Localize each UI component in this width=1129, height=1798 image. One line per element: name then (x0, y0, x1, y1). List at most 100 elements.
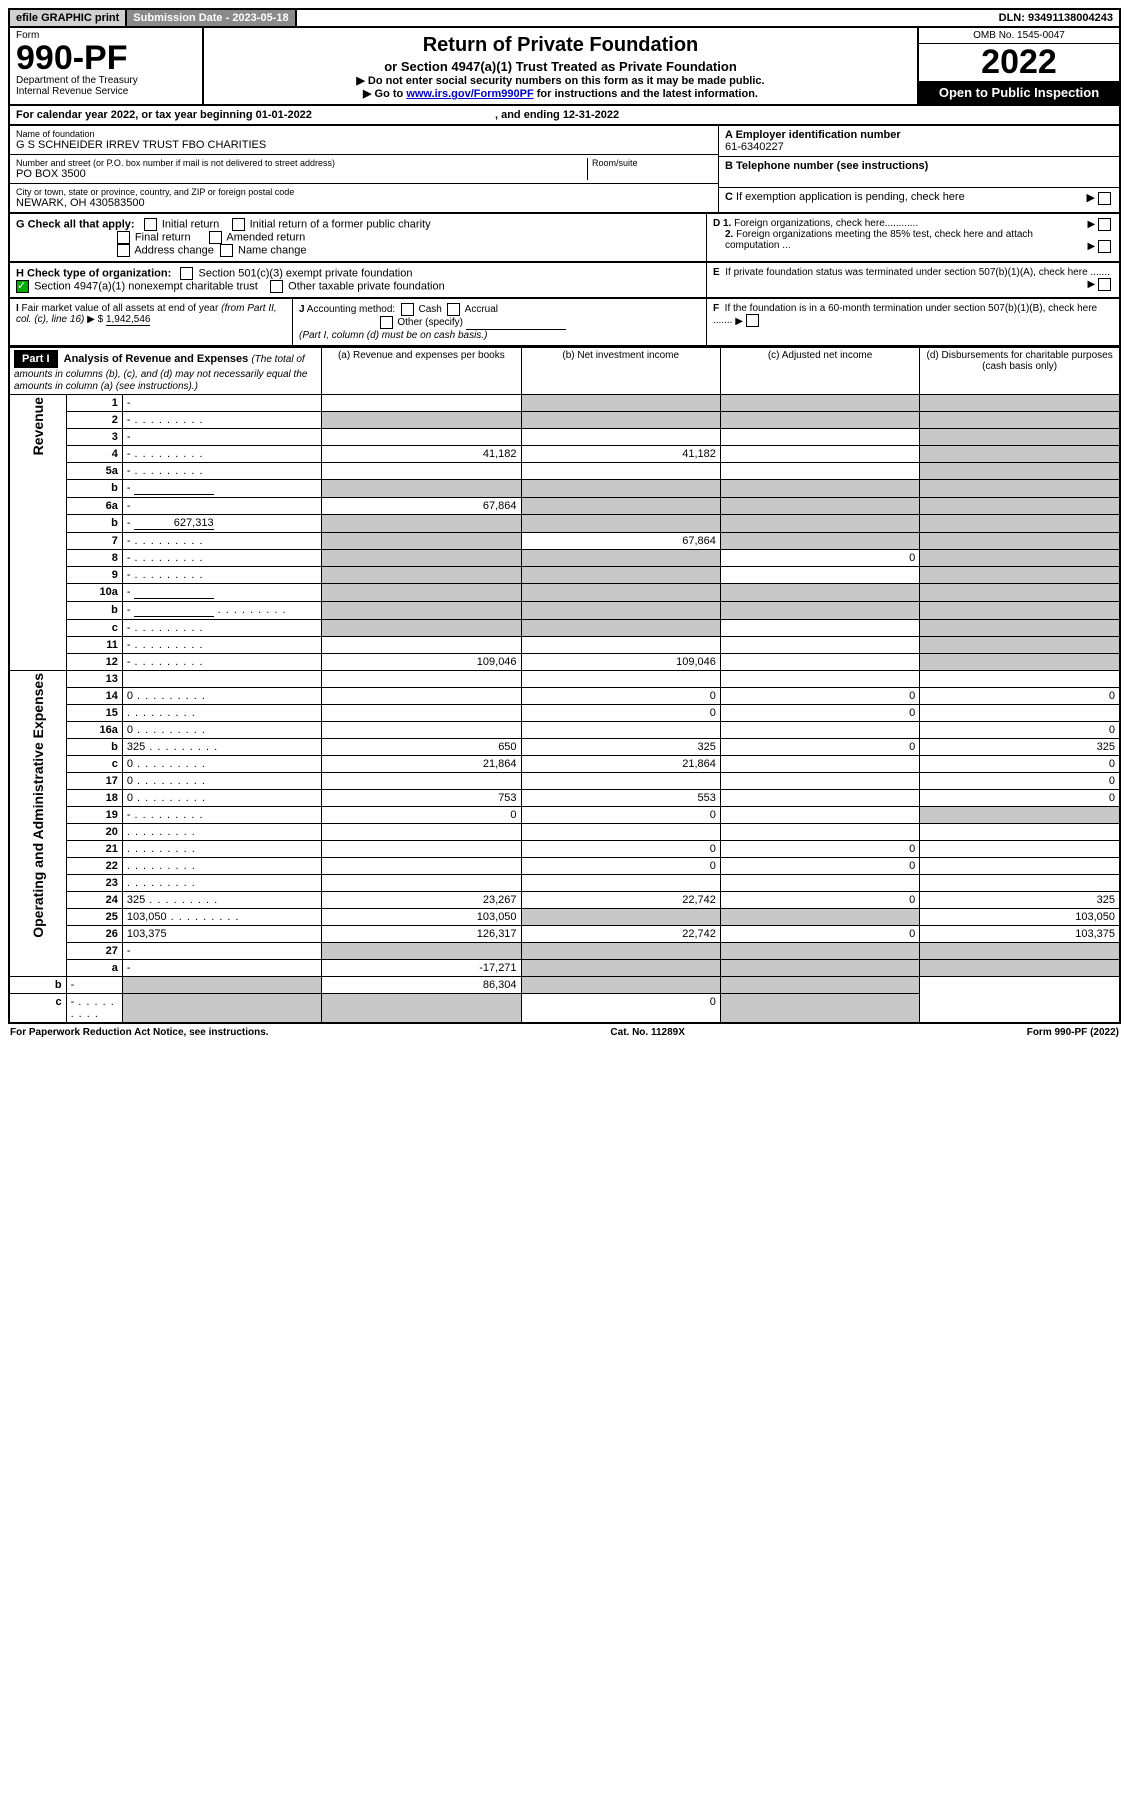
line-description: 325 (122, 738, 321, 755)
j-accrual-checkbox[interactable] (447, 303, 460, 316)
amount-cell: 0 (720, 549, 919, 566)
amount-cell: 0 (920, 687, 1120, 704)
g-final-checkbox[interactable] (117, 231, 130, 244)
amount-cell (122, 993, 321, 1023)
amount-cell: -17,271 (322, 959, 521, 976)
amount-cell (720, 583, 919, 601)
amount-cell (322, 857, 521, 874)
line-description: 0 (122, 789, 321, 806)
amount-cell: 0 (720, 925, 919, 942)
form-title: Return of Private Foundation (212, 34, 909, 57)
j-other-checkbox[interactable] (380, 316, 393, 329)
form990pf-link[interactable]: www.irs.gov/Form990PF (406, 88, 533, 100)
amount-cell (322, 840, 521, 857)
line-description: - (122, 462, 321, 479)
amount-cell (521, 670, 720, 687)
h-501c3-checkbox[interactable] (180, 267, 193, 280)
footer-right: Form 990-PF (2022) (1027, 1027, 1119, 1038)
f-checkbox[interactable] (746, 314, 759, 327)
amount-cell (521, 583, 720, 601)
city-label: City or town, state or province, country… (16, 187, 712, 197)
line-number: 15 (66, 704, 122, 721)
line-number: 16a (66, 721, 122, 738)
fmv-value: 1,942,546 (106, 314, 151, 326)
amount-cell (521, 411, 720, 428)
amount-cell (720, 411, 919, 428)
e-checkbox[interactable] (1098, 278, 1111, 291)
amount-cell: 0 (521, 840, 720, 857)
d1-checkbox[interactable] (1098, 218, 1111, 231)
amount-cell: 109,046 (322, 653, 521, 670)
expenses-side-label: Operating and Administrative Expenses (9, 670, 66, 976)
part1-title: Analysis of Revenue and Expenses (64, 353, 249, 365)
line-number: c (9, 993, 66, 1023)
line-number: 4 (66, 445, 122, 462)
amount-cell: 0 (521, 993, 720, 1023)
amount-cell (920, 806, 1120, 823)
line-description: 103,050 (122, 908, 321, 925)
line-description: 0 (122, 721, 321, 738)
amount-cell: 0 (521, 806, 720, 823)
line-number: b (66, 601, 122, 619)
amount-cell (521, 619, 720, 636)
table-row: 140000 (9, 687, 1120, 704)
amount-cell (521, 636, 720, 653)
amount-cell: 0 (920, 755, 1120, 772)
amount-cell (521, 976, 720, 993)
amount-cell (720, 993, 919, 1023)
line-number: 5a (66, 462, 122, 479)
line-number: 23 (66, 874, 122, 891)
line-description (122, 857, 321, 874)
line-description (122, 840, 321, 857)
amount-cell (322, 942, 521, 959)
address: PO BOX 3500 (16, 168, 587, 180)
i-j-f-row: I Fair market value of all assets at end… (8, 299, 1121, 346)
amount-cell: 0 (720, 704, 919, 721)
table-row: b- 627,313 (9, 514, 1120, 532)
g-initial-former-checkbox[interactable] (232, 218, 245, 231)
e-row: E If private foundation status was termi… (707, 263, 1119, 297)
line-description: - (122, 653, 321, 670)
amount-cell (720, 976, 919, 993)
table-row: Operating and Administrative Expenses13 (9, 670, 1120, 687)
line-description (122, 823, 321, 840)
amount-cell (322, 411, 521, 428)
note-ssn: ▶ Do not enter social security numbers o… (212, 74, 909, 87)
col-b: (b) Net investment income (521, 347, 720, 394)
line-number: 10a (66, 583, 122, 601)
table-row: 12-109,046109,046 (9, 653, 1120, 670)
g-name-checkbox[interactable] (220, 244, 233, 257)
table-row: 26103,375126,31722,7420103,375 (9, 925, 1120, 942)
amount-cell (521, 394, 720, 411)
amount-cell (720, 721, 919, 738)
h-other-checkbox[interactable] (270, 280, 283, 293)
g-address-checkbox[interactable] (117, 244, 130, 257)
g-initial-checkbox[interactable] (144, 218, 157, 231)
line-number: c (66, 619, 122, 636)
g-amended-checkbox[interactable] (209, 231, 222, 244)
line-number: 17 (66, 772, 122, 789)
h-4947-checkbox[interactable] (16, 280, 29, 293)
amount-cell: 41,182 (521, 445, 720, 462)
line-description: - 627,313 (122, 514, 321, 532)
line-description (122, 874, 321, 891)
j-cash-checkbox[interactable] (401, 303, 414, 316)
line-description: - (122, 942, 321, 959)
c-checkbox[interactable] (1098, 192, 1111, 205)
efile-button[interactable]: efile GRAPHIC print (10, 10, 127, 26)
line-number: 2 (66, 411, 122, 428)
amount-cell (322, 823, 521, 840)
line-description: - (122, 636, 321, 653)
col-a: (a) Revenue and expenses per books (322, 347, 521, 394)
amount-cell: 22,742 (521, 891, 720, 908)
amount-cell (720, 942, 919, 959)
d2-checkbox[interactable] (1098, 240, 1111, 253)
table-row: c-0 (9, 993, 1120, 1023)
amount-cell: 0 (920, 772, 1120, 789)
table-row: 23 (9, 874, 1120, 891)
amount-cell (920, 514, 1120, 532)
amount-cell (720, 514, 919, 532)
footer-left: For Paperwork Reduction Act Notice, see … (10, 1027, 269, 1038)
amount-cell (920, 601, 1120, 619)
line-number: 27 (66, 942, 122, 959)
